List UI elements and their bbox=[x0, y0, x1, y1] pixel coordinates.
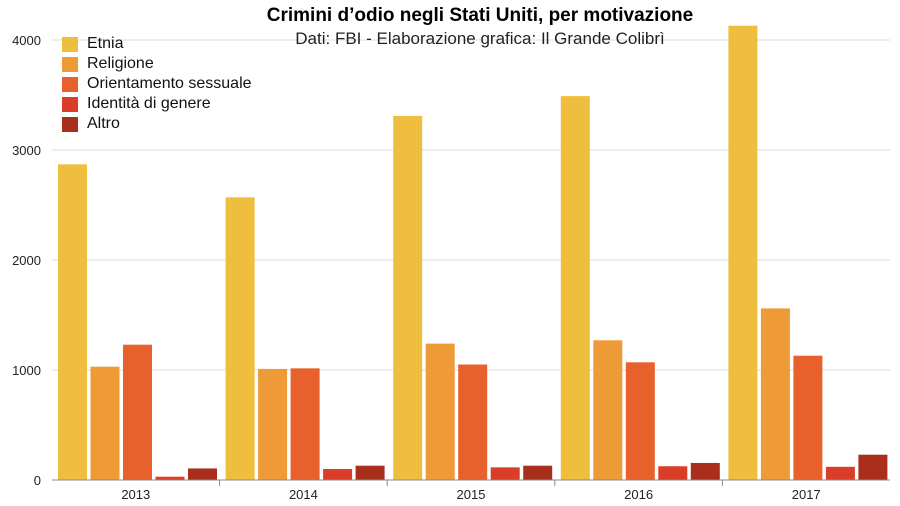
y-tick-label: 2000 bbox=[12, 253, 41, 268]
legend-item-religione: Religione bbox=[62, 54, 252, 74]
legend-item-etnia: Etnia bbox=[62, 34, 252, 54]
legend-label: Etnia bbox=[87, 35, 124, 52]
bar bbox=[290, 368, 320, 480]
legend-swatch bbox=[62, 56, 78, 72]
bar bbox=[560, 96, 590, 480]
y-tick-label: 4000 bbox=[12, 33, 41, 48]
bar bbox=[393, 115, 423, 481]
bar bbox=[355, 465, 385, 480]
legend-label: Identità di genere bbox=[87, 95, 211, 112]
legend-label: Orientamento sessuale bbox=[87, 75, 252, 92]
x-tick-label: 2013 bbox=[121, 487, 150, 502]
chart-subtitle: Dati: FBI - Elaborazione grafica: Il Gra… bbox=[295, 29, 665, 48]
bar bbox=[690, 462, 720, 480]
bar bbox=[658, 466, 688, 480]
bar bbox=[858, 454, 888, 480]
legend-swatch bbox=[62, 96, 78, 112]
bar bbox=[458, 364, 488, 480]
legend-item-orientamento-sessuale: Orientamento sessuale bbox=[62, 74, 252, 94]
bar bbox=[323, 469, 353, 480]
legend-swatch bbox=[62, 116, 78, 132]
x-tick-label: 2016 bbox=[624, 487, 653, 502]
legend: Etnia Religione Orientamento sessuale Id… bbox=[62, 34, 252, 134]
bar bbox=[825, 466, 855, 480]
axes: 0 1000 2000 3000 4000 2013 2014 2015 2016 2017 bbox=[12, 33, 890, 502]
y-tick-label: 3000 bbox=[12, 143, 41, 158]
x-tick-label: 2017 bbox=[792, 487, 821, 502]
bar bbox=[188, 468, 217, 480]
bars bbox=[58, 25, 888, 481]
bar bbox=[625, 362, 655, 480]
bar bbox=[593, 340, 623, 480]
bar bbox=[425, 343, 455, 480]
bar bbox=[760, 308, 790, 480]
bar bbox=[58, 164, 87, 481]
legend-swatch bbox=[62, 36, 78, 52]
x-tick-label: 2014 bbox=[289, 487, 318, 502]
bar bbox=[123, 344, 152, 480]
chart-title: Crimini d’odio negli Stati Uniti, per mo… bbox=[266, 5, 694, 26]
legend-label: Religione bbox=[87, 55, 154, 72]
legend-label: Altro bbox=[87, 115, 120, 132]
bar bbox=[490, 467, 520, 480]
y-tick-label: 1000 bbox=[12, 363, 41, 378]
bar bbox=[225, 197, 255, 481]
bar bbox=[258, 368, 288, 480]
legend-item-identita-di-genere: Identità di genere bbox=[62, 94, 252, 114]
y-tick-label: 0 bbox=[34, 473, 41, 488]
legend-item-altro: Altro bbox=[62, 114, 252, 134]
bar bbox=[728, 25, 758, 480]
bar bbox=[90, 366, 120, 480]
bar bbox=[155, 476, 185, 480]
bar bbox=[793, 355, 823, 480]
legend-swatch bbox=[62, 76, 78, 92]
x-tick-label: 2015 bbox=[457, 487, 486, 502]
bar bbox=[523, 465, 553, 480]
